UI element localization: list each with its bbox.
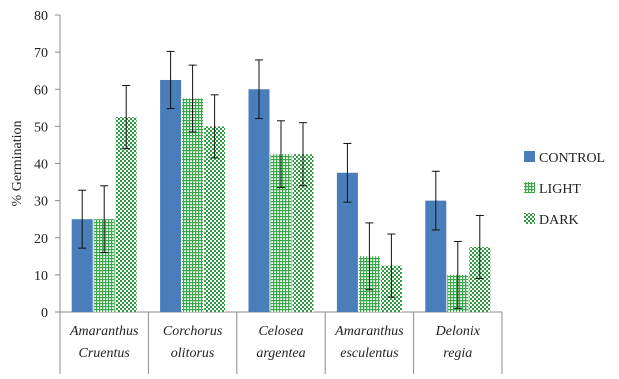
x-tick-label: Celosea [258,324,303,339]
y-tick-label: 30 [34,195,48,210]
x-tick-label: Amaranthus [334,324,404,339]
y-axis-label: % Germination [10,121,25,207]
legend-swatch-control [524,151,535,162]
bar-dark-1 [204,126,226,312]
x-tick-label: regia [443,346,472,361]
legend-label-light: LIGHT [539,182,581,197]
y-tick-label: 80 [34,9,48,24]
bar-dark-4 [469,247,491,312]
y-tick-label: 50 [34,120,48,135]
bar-control-1 [160,79,182,312]
legend-swatch-dark [524,213,535,224]
bar-light-0 [93,219,115,312]
legend-swatch-light [524,182,535,193]
bar-dark-0 [115,117,137,312]
x-tick-label: Amaranthus [69,324,139,339]
legend-label-dark: DARK [539,213,579,228]
y-tick-label: 20 [34,232,48,247]
bar-dark-2 [292,154,314,312]
y-tick-label: 70 [34,46,48,61]
x-tick-label: Cruentus [79,346,131,361]
x-tick-label: Delonix [435,324,481,339]
bar-control-3 [336,172,358,312]
x-tick-label: Corchorus [163,324,223,339]
bar-control-4 [425,200,447,312]
y-tick-label: 0 [41,306,48,321]
y-tick-label: 40 [34,158,48,173]
bar-control-2 [248,89,270,312]
x-tick-label: esculentus [340,346,399,361]
bar-light-1 [182,98,204,312]
x-tick-label: argentea [256,346,305,361]
y-tick-label: 10 [34,269,48,284]
x-tick-label: olitorus [171,346,215,361]
bar-control-0 [71,219,93,312]
y-tick-label: 60 [34,83,48,98]
bar-light-2 [270,154,292,312]
legend-label-control: CONTROL [539,151,605,166]
